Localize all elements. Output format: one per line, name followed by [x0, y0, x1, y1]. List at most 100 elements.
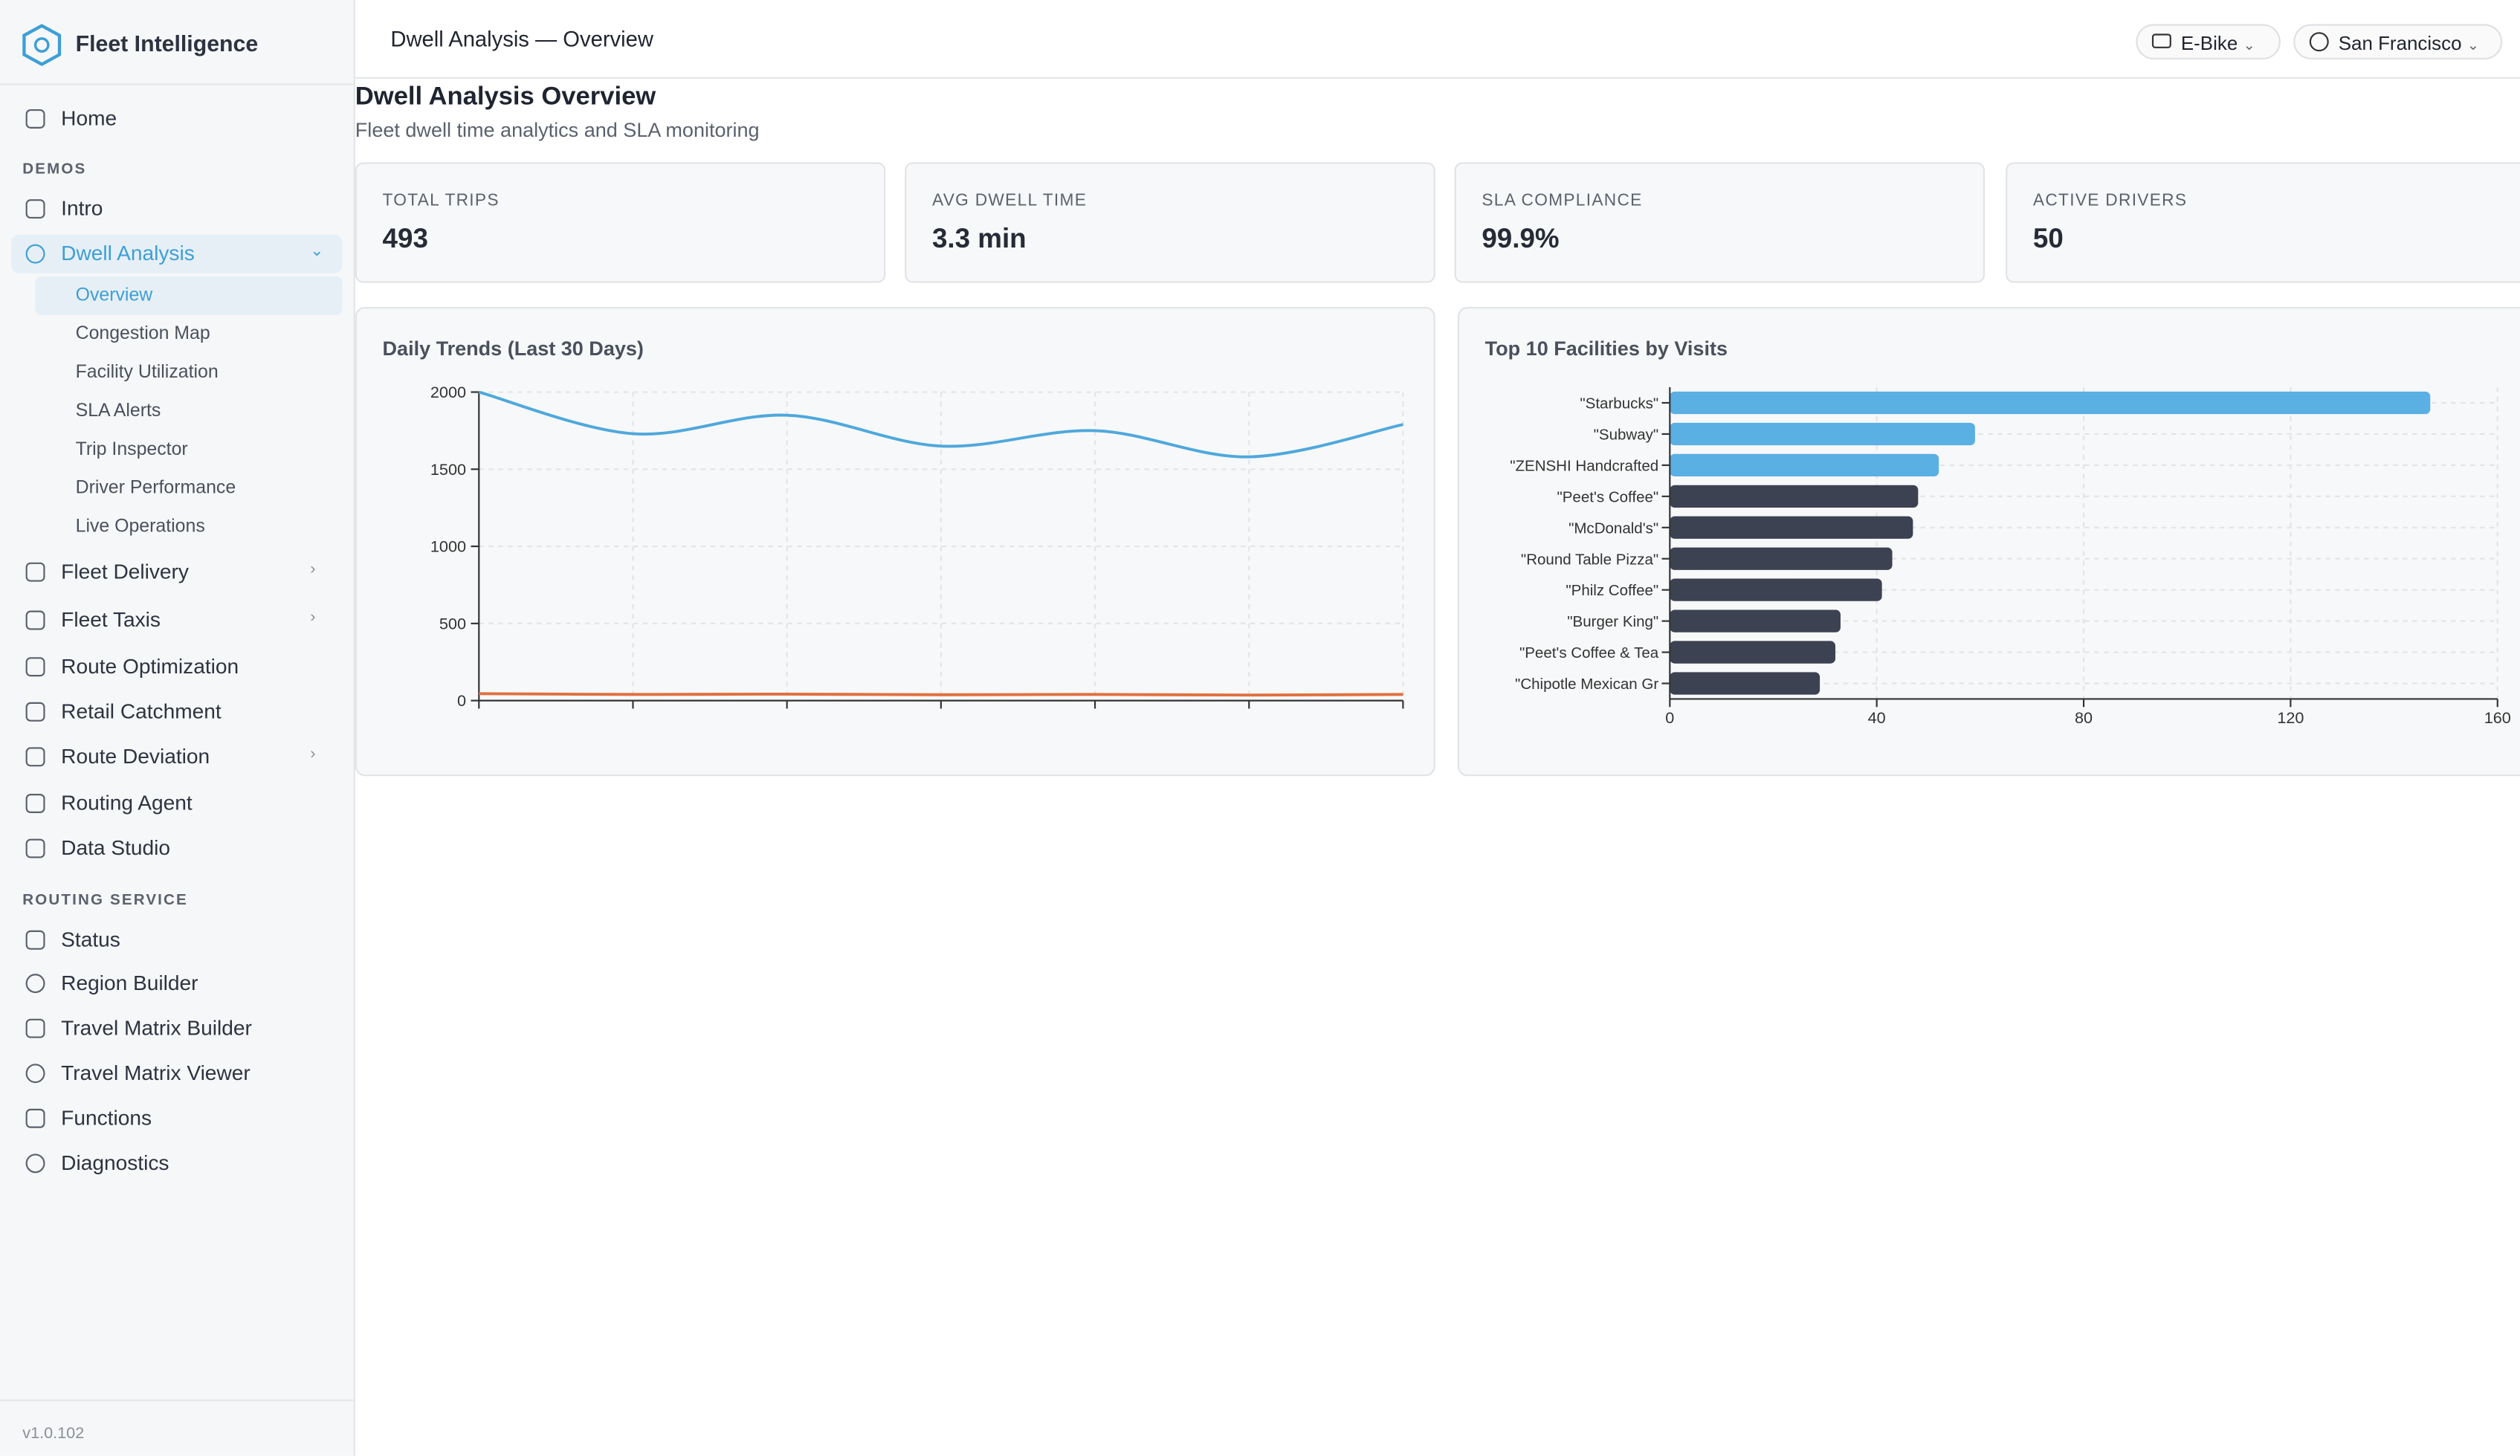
kpi-label: ACTIVE DRIVERS — [2032, 191, 2188, 211]
divider — [0, 83, 354, 85]
kpi-label: TOTAL TRIPS — [382, 191, 500, 211]
kpi-value: 493 — [382, 223, 428, 254]
bar — [1670, 391, 2431, 415]
sidebar: Fleet Intelligence Home DEMOS Intro Dwel… — [0, 0, 355, 1456]
bar — [1670, 578, 1882, 601]
y-tick-label: 500 — [439, 614, 466, 632]
logo — [22, 24, 62, 66]
icon — [25, 1108, 45, 1128]
bar — [1670, 672, 1820, 695]
icon — [25, 747, 45, 767]
x-tick-label: 160 — [2484, 708, 2511, 727]
y-tick-label: 2000 — [430, 383, 466, 401]
nav-item[interactable]: Home — [61, 106, 117, 131]
breadcrumb: Dwell Analysis — Overview — [390, 27, 653, 52]
icon — [25, 702, 45, 722]
chevron: › — [310, 609, 316, 627]
nav-item[interactable]: Route Deviation — [61, 744, 210, 769]
bar — [1670, 641, 1836, 664]
sub-item[interactable]: Congestion Map — [75, 324, 210, 344]
bar — [1670, 485, 1919, 508]
chart-title: Daily Trends (Last 30 Days) — [383, 337, 644, 360]
icon — [25, 930, 45, 950]
y-tick-label: "Burger King" — [1567, 613, 1658, 630]
y-tick-label: "Subway" — [1594, 427, 1659, 444]
vehicle-select[interactable]: E-Bike ⌄ — [2136, 24, 2281, 59]
version: v1.0.102 — [22, 1425, 85, 1443]
y-tick-label: 1500 — [430, 460, 466, 479]
chart: Top 10 Facilities by Visits 0 40 80 120 160 "S… — [1485, 337, 2511, 727]
y-tick-label: "Round Table Pizza" — [1521, 551, 1658, 568]
y-tick-label: "McDonald's" — [1568, 520, 1658, 537]
divider — [0, 1400, 354, 1402]
nav-item[interactable]: Status — [61, 927, 120, 951]
kpi-value: 50 — [2032, 223, 2064, 254]
page-title: Dwell Analysis Overview — [355, 83, 656, 111]
nav-item[interactable]: Fleet Taxis — [61, 607, 161, 632]
y-tick-label: "Peet's Coffee & Tea — [1519, 644, 1659, 661]
x-tick-label: 0 — [1665, 708, 1674, 727]
line — [479, 692, 1403, 697]
label: San Francisco — [2338, 32, 2462, 55]
sub-item[interactable]: SLA Alerts — [75, 401, 161, 421]
icon — [25, 838, 45, 858]
chart-title: Top 10 Facilities by Visits — [1485, 337, 1728, 360]
kpi-label: SLA COMPLIANCE — [1482, 191, 1643, 211]
nav-item[interactable]: Fleet Delivery — [61, 559, 189, 583]
y-tick-label: 1000 — [430, 537, 466, 556]
chart-panel: Daily Trends (Last 30 Days) 0 500 1000 1500 2… — [355, 306, 1435, 777]
icon — [25, 244, 45, 264]
y-tick-label: "ZENSHI Handcrafted — [1510, 457, 1658, 474]
kpi-value: 3.3 min — [931, 223, 1027, 254]
kpi-card: TOTAL TRIPS 493 — [355, 162, 886, 283]
page-subtitle: Fleet dwell time analytics and SLA monit… — [355, 118, 760, 142]
nav-item[interactable]: Retail Catchment — [61, 699, 222, 723]
nav-item[interactable]: Functions — [61, 1105, 152, 1130]
bar — [1670, 609, 1841, 632]
chevron: › — [310, 560, 316, 579]
section-heading: DEMOS — [22, 161, 87, 178]
nav-item[interactable]: Diagnostics — [61, 1150, 169, 1175]
active-bg — [11, 234, 343, 274]
icon — [25, 657, 45, 677]
icon — [25, 1064, 45, 1084]
kpi-card: AVG DWELL TIME 3.3 min — [905, 162, 1435, 283]
brand: Fleet Intelligence — [75, 30, 259, 56]
nav-item[interactable]: Data Studio — [61, 835, 171, 860]
x-tick-label: 80 — [2075, 708, 2093, 727]
icon — [25, 109, 45, 129]
icon — [25, 1018, 45, 1038]
label: E-Bike — [2180, 32, 2238, 55]
nav-item[interactable]: Routing Agent — [61, 790, 193, 815]
icon — [25, 610, 45, 630]
nav-item[interactable]: Region Builder — [61, 970, 198, 995]
sub-item[interactable]: Trip Inspector — [75, 440, 188, 460]
bar — [1670, 516, 1913, 539]
sub-item[interactable]: Facility Utilization — [75, 363, 219, 383]
section-heading: ROUTING SERVICE — [22, 891, 188, 910]
kpi-value: 99.9% — [1482, 223, 1560, 254]
y-tick-label: "Starbucks" — [1580, 395, 1658, 412]
icon — [2151, 33, 2171, 48]
sub-item[interactable]: Overview — [75, 285, 153, 305]
kpi-card: SLA COMPLIANCE 99.9% — [1454, 162, 1986, 283]
nav-item[interactable]: Intro — [61, 195, 103, 221]
sub-item[interactable]: Live Operations — [75, 517, 205, 537]
y-tick-label: "Peet's Coffee" — [1557, 488, 1658, 505]
y-tick-label: "Philz Coffee" — [1566, 582, 1658, 599]
line — [478, 390, 1403, 459]
chart-panel: Top 10 Facilities by Visits 0 40 80 120 160 "S… — [1457, 306, 2520, 777]
kpi-label: AVG DWELL TIME — [931, 191, 1088, 211]
nav-item[interactable]: Dwell Analysis — [61, 241, 195, 265]
bar — [1670, 422, 1975, 446]
x-tick-label: 40 — [1868, 708, 1886, 727]
nav-item[interactable]: Route Optimization — [61, 653, 239, 679]
icon — [25, 974, 45, 994]
y-tick-label: 0 — [457, 691, 466, 710]
sub-item[interactable]: Driver Performance — [75, 479, 236, 499]
nav-item[interactable]: Travel Matrix Viewer — [61, 1060, 251, 1085]
header: Dwell Analysis — Overview E-Bike ⌄ San F… — [355, 0, 2520, 79]
nav-item[interactable]: Travel Matrix Builder — [61, 1015, 252, 1040]
